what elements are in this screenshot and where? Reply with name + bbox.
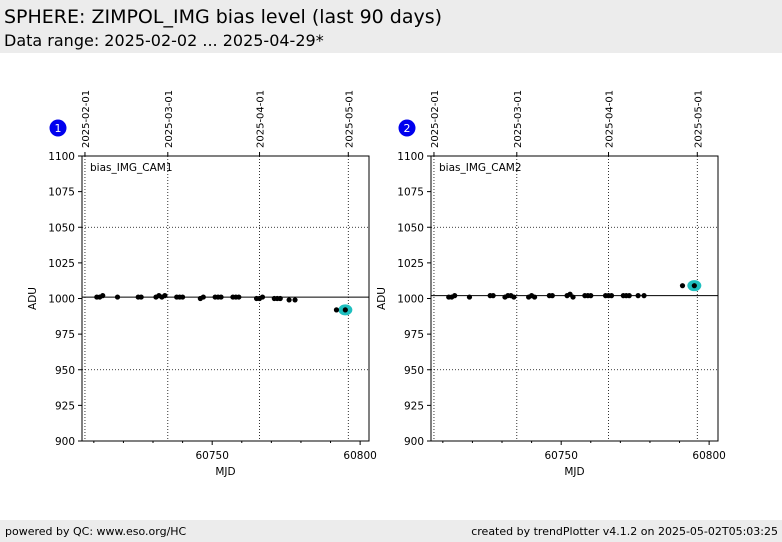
- chart-1-y-tick-label: 1000: [48, 294, 75, 306]
- chart-2-y-tick-label: 900: [404, 436, 424, 448]
- chart-1-badge-label: 1: [55, 122, 62, 135]
- chart-1-data-point: [162, 293, 168, 299]
- chart-2-x-tick-label: 60750: [544, 450, 577, 462]
- footer-timestamp: created by trendPlotter v4.1.2 on 2025-0…: [471, 525, 778, 538]
- chart-1-y-tick-label: 975: [55, 329, 75, 341]
- chart-2-x-axis-label: MJD: [564, 466, 584, 478]
- chart-2-date-tick-label: 2025-02-01: [430, 90, 441, 148]
- page-title: SPHERE: ZIMPOL_IMG bias level (last 90 d…: [4, 6, 443, 28]
- chart-2-data-point: [452, 293, 458, 299]
- chart-2-data-point: [511, 294, 517, 300]
- chart-2-panel: 2025-02-01 2025-03-01 2025-04-01 2025-05-01…: [376, 90, 726, 478]
- chart-2-y-tick-label: 1075: [397, 187, 424, 199]
- chart-1-x-tick-label: 60750: [195, 450, 228, 462]
- chart-1-data-point: [333, 307, 340, 313]
- chart-2-data-point: [588, 293, 594, 299]
- chart-1-y-tick-label: 1100: [48, 151, 75, 163]
- chart-2-y-tick-label: 1100: [397, 151, 424, 163]
- chart-2-date-tick-label: 2025-04-01: [605, 90, 616, 148]
- chart-2-y-tick-label: 1000: [397, 294, 424, 306]
- header-bar: SPHERE: ZIMPOL_IMG bias level (last 90 d…: [0, 0, 782, 53]
- chart-1-data-point: [292, 297, 298, 303]
- chart-1-y-tick-label: 950: [55, 365, 75, 377]
- chart-1-data-point: [259, 294, 266, 300]
- chart-2-badge-circle: [398, 119, 416, 137]
- chart-1-date-tick-label: 2025-05-01: [344, 90, 355, 148]
- chart-2-y-tick-label: 925: [404, 400, 424, 412]
- chart-1-data-point: [342, 307, 348, 313]
- chart-1-y-tick-label: 900: [55, 436, 75, 448]
- chart-1-data-point: [114, 294, 121, 300]
- chart-1-y-tick-label: 1075: [48, 187, 75, 199]
- chart-1-data-point: [236, 294, 242, 300]
- chart-2-data-point: [691, 283, 697, 289]
- chart-2-date-tick-label: 2025-05-01: [693, 90, 704, 148]
- chart-1-panel: 2025-02-01 2025-03-01 2025-04-01 2025-05-01…: [27, 90, 377, 478]
- chart-1-data-point: [218, 294, 224, 300]
- chart-1-x-tick-label: 60800: [343, 450, 376, 462]
- chart-2-data-point: [635, 293, 641, 299]
- chart-1-y-tick-label: 1050: [48, 222, 75, 234]
- chart-2-y-tick-label: 975: [404, 329, 424, 341]
- chart-1-x-axis-label: MJD: [215, 466, 235, 478]
- chart-2-data-point: [570, 294, 576, 300]
- chart-1-date-tick-label: 2025-03-01: [164, 90, 175, 148]
- chart-2-x-tick-label: 60800: [692, 450, 725, 462]
- chart-1-badge-circle: [49, 119, 67, 137]
- chart-1-data-point: [138, 294, 144, 300]
- chart-2-badge-label: 2: [404, 122, 411, 135]
- chart-2-data-point: [626, 293, 632, 299]
- chart-2-data-point: [549, 293, 555, 299]
- chart-1-series-label: bias_IMG_CAM1: [90, 162, 173, 174]
- chart-2-data-point: [608, 293, 615, 299]
- chart-2-date-tick-label: 2025-03-01: [513, 90, 524, 148]
- chart-2-data-point: [641, 293, 647, 299]
- chart-1-date-tick-label: 2025-02-01: [81, 90, 92, 148]
- chart-1-data-point: [286, 297, 292, 303]
- chart-2-y-axis-label: ADU: [376, 287, 388, 310]
- chart-1-date-tick-label: 2025-04-01: [256, 90, 267, 148]
- chart-1-data-point: [200, 294, 206, 300]
- chart-1-data-point: [277, 295, 283, 302]
- chart-1-y-tick-label: 1025: [48, 258, 75, 270]
- page-subtitle: Data range: 2025-02-02 ... 2025-04-29*: [4, 31, 324, 50]
- chart-2-y-tick-label: 1050: [397, 222, 424, 234]
- chart-2-data-point: [531, 294, 538, 300]
- chart-1-y-tick-label: 925: [55, 400, 75, 412]
- chart-1-data-point: [179, 294, 186, 300]
- chart-2-y-tick-label: 950: [404, 365, 424, 377]
- footer-bar: powered by QC: www.eso.org/HC created by…: [0, 520, 782, 542]
- chart-2-series-label: bias_IMG_CAM2: [439, 162, 522, 174]
- chart-1-data-point: [100, 293, 106, 299]
- footer-credit: powered by QC: www.eso.org/HC: [5, 525, 187, 538]
- chart-2-data-point: [490, 293, 496, 299]
- chart-2-y-tick-label: 1025: [397, 258, 424, 270]
- chart-1-y-axis-label: ADU: [27, 287, 39, 310]
- chart-1-axes-frame: [81, 155, 370, 442]
- chart-2-data-point: [466, 294, 473, 300]
- chart-2-data-point: [679, 283, 686, 289]
